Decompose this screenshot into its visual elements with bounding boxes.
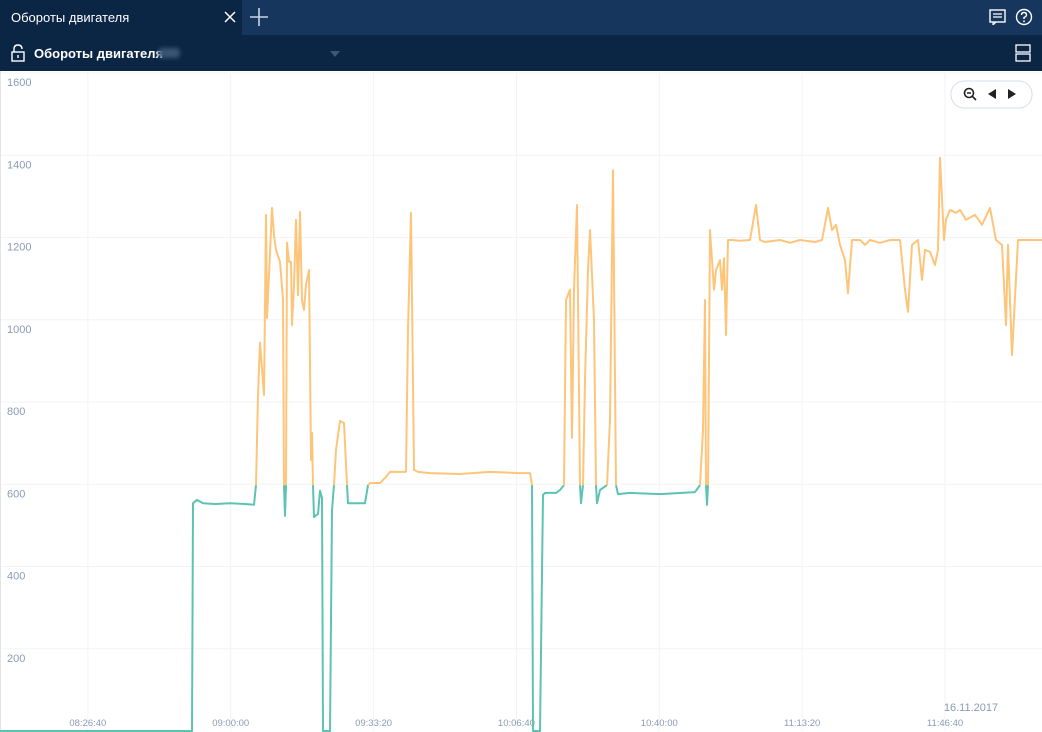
x-tick-label: 11:13:20 <box>784 718 820 729</box>
y-tick-label: 1000 <box>7 324 31 336</box>
lock-icon[interactable] <box>11 44 25 62</box>
x-tick-label: 10:06:40 <box>498 718 535 729</box>
next-button[interactable] <box>1008 89 1016 99</box>
y-tick-label: 600 <box>7 488 25 500</box>
zoom-control <box>950 80 1033 109</box>
chart: 16.11.2017 200 400 600 800 1000 1200 1400 1600 0… <box>0 71 1042 732</box>
zoom-out-button[interactable] <box>963 87 977 101</box>
layout-icon[interactable] <box>1015 44 1031 62</box>
x-tick-label: 10:40:00 <box>641 718 678 729</box>
toolbar: Обороты двигателя <box>0 35 1042 71</box>
x-tick-label: 11:46:40 <box>927 718 963 729</box>
date-annotation: 16.11.2017 <box>944 702 998 714</box>
x-tick-label: 09:33:20 <box>355 718 392 729</box>
add-tab-icon[interactable] <box>250 8 268 26</box>
blurred-field <box>158 48 180 58</box>
series-line <box>255 156 1042 486</box>
tab[interactable]: Обороты двигателя <box>0 0 242 35</box>
dropdown-arrow[interactable] <box>330 51 340 57</box>
prev-button[interactable] <box>988 89 996 99</box>
messages-icon[interactable] <box>989 9 1006 25</box>
y-tick-label: 400 <box>7 571 25 583</box>
y-tick-label: 1200 <box>7 242 31 254</box>
y-tick-label: 1400 <box>7 159 31 171</box>
y-tick-label: 800 <box>7 406 25 418</box>
close-tab-icon[interactable] <box>224 11 236 23</box>
series-line <box>0 484 709 732</box>
tab-title: Обороты двигателя <box>11 10 130 25</box>
x-tick-label: 09:00:00 <box>212 718 249 729</box>
y-tick-label: 200 <box>7 653 25 665</box>
help-icon[interactable] <box>1015 8 1033 26</box>
y-tick-label: 1600 <box>7 77 31 89</box>
tab-bar: Обороты двигателя <box>0 0 1042 35</box>
toolbar-title: Обороты двигателя <box>34 46 164 61</box>
x-tick-label: 08:26:40 <box>69 718 106 729</box>
